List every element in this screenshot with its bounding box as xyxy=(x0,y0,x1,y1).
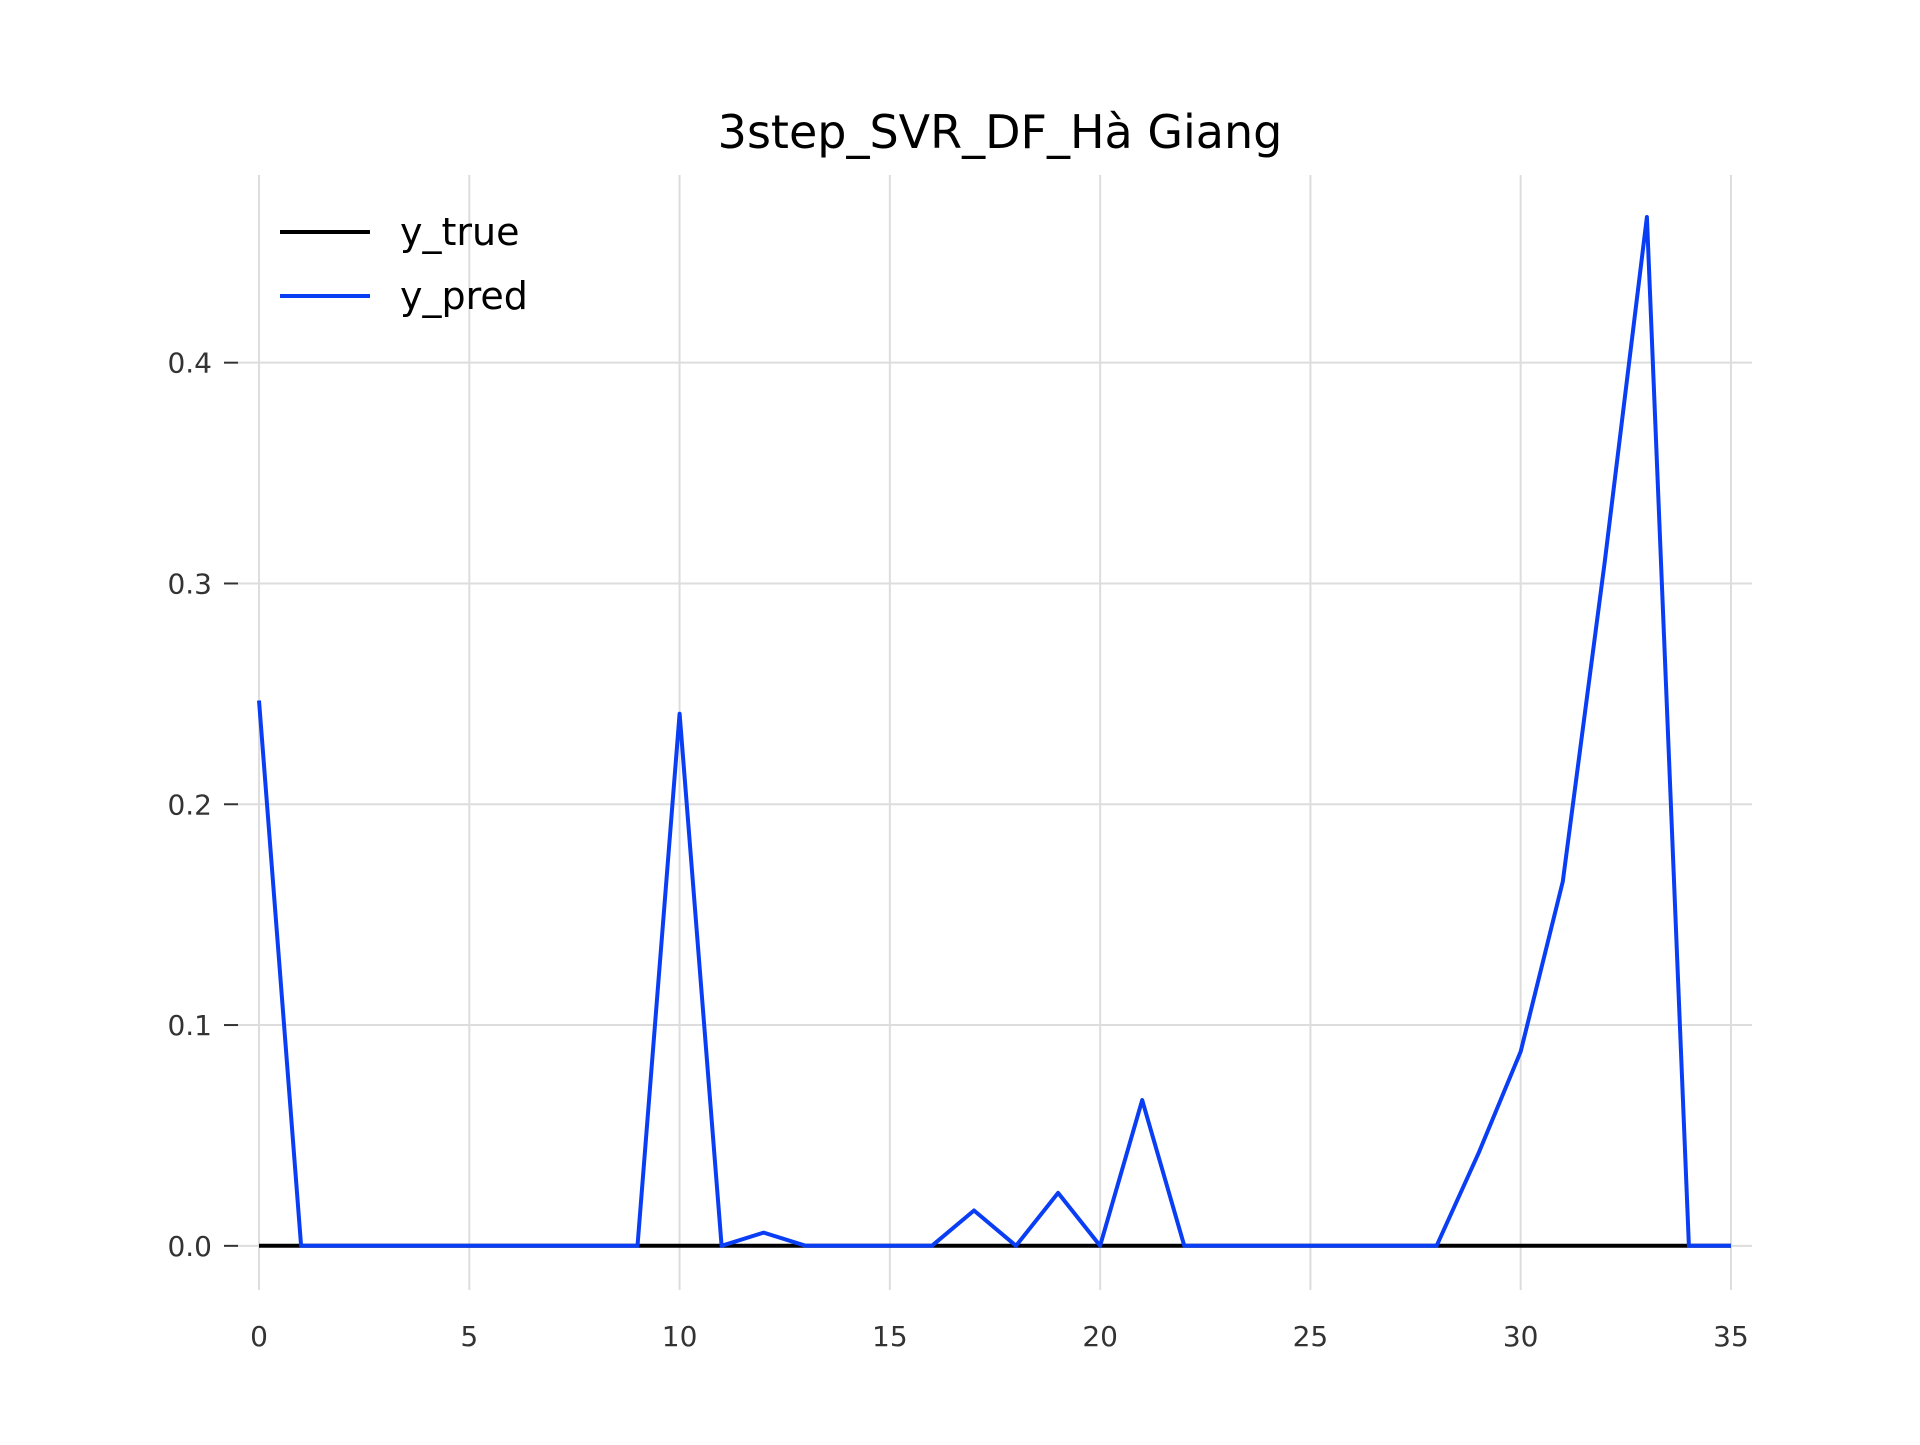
y-tick-label: 0.1 xyxy=(167,1009,212,1042)
legend-label-y-true: y_true xyxy=(400,210,519,254)
x-tick-label: 35 xyxy=(1713,1320,1749,1353)
x-tick-label: 20 xyxy=(1082,1320,1118,1353)
y-tick-label: 0.0 xyxy=(167,1230,212,1263)
axes: 0 5 10 15 20 25 30 35 0.0 0.1 0.2 0.3 0.4 xyxy=(167,347,1748,1353)
x-tick-label: 25 xyxy=(1293,1320,1329,1353)
series-line-y-pred xyxy=(257,215,1731,1248)
legend-label-y-pred: y_pred xyxy=(400,274,528,318)
x-tick-label: 10 xyxy=(662,1320,698,1353)
x-tick-label: 15 xyxy=(872,1320,908,1353)
x-tick-label: 30 xyxy=(1503,1320,1539,1353)
series xyxy=(257,215,1731,1248)
grid xyxy=(238,175,1752,1290)
y-tick-label: 0.2 xyxy=(167,788,212,821)
x-tick-label: 5 xyxy=(460,1320,478,1353)
x-tick-label: 0 xyxy=(250,1320,268,1353)
y-tick-label: 0.4 xyxy=(167,347,212,380)
y-tick-label: 0.3 xyxy=(167,567,212,600)
chart-title: 3step_SVR_DF_Hà Giang xyxy=(718,105,1283,159)
legend: y_true y_pred xyxy=(280,210,528,318)
